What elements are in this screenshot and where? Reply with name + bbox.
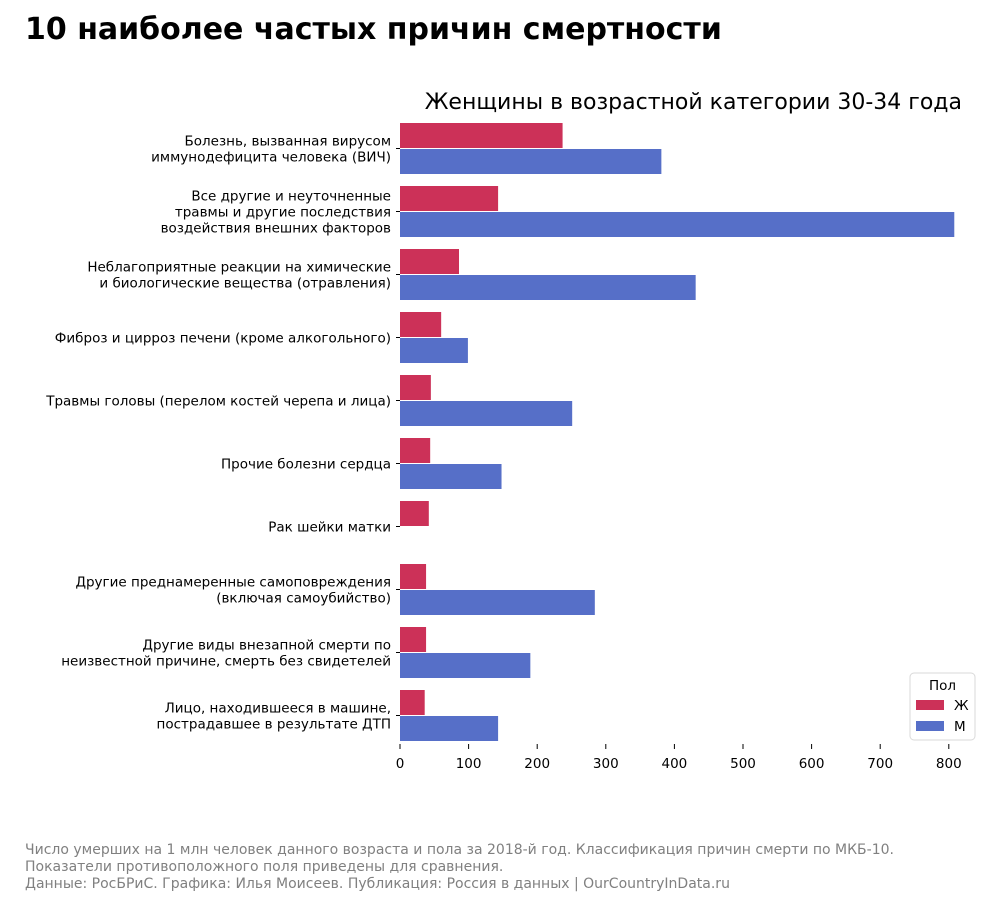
x-tick-label: 100 — [456, 756, 482, 772]
x-tick-label: 700 — [867, 756, 893, 772]
legend-swatch-male — [916, 721, 944, 731]
bar-male-9 — [400, 653, 531, 678]
bar-female-9 — [400, 627, 427, 652]
bar-female-6 — [400, 438, 431, 463]
bar-male-2 — [400, 212, 955, 237]
category-label: Рак шейки матки — [268, 520, 391, 536]
x-tick-label: 500 — [730, 756, 756, 772]
footnote-line-2: Показатели противоположного поля приведе… — [25, 859, 504, 875]
x-tick-label: 800 — [936, 756, 962, 772]
category-label-line: Неблагоприятные реакции на химические — [87, 260, 391, 276]
category-label-line: неизвестной причине, смерть без свидетел… — [61, 654, 391, 670]
bar-female-10 — [400, 690, 425, 715]
bar-male-8 — [400, 590, 595, 615]
bar-male-3 — [400, 275, 696, 300]
category-label-line: травмы и другие последствия — [175, 205, 391, 221]
bar-female-5 — [400, 375, 431, 400]
category-label: Прочие болезни сердца — [221, 457, 391, 473]
bar-female-3 — [400, 249, 459, 274]
category-label-line: воздействия внешних факторов — [161, 221, 391, 237]
legend-title: Пол — [929, 678, 956, 694]
legend-label-male: М — [954, 719, 966, 735]
bar-female-2 — [400, 186, 499, 211]
footnote-line-1: Число умерших на 1 млн человек данного в… — [25, 842, 894, 858]
bar-male-5 — [400, 401, 573, 426]
category-label-line: Фиброз и цирроз печени (кроме алкогольно… — [55, 331, 391, 347]
chart-title: Женщины в возрастной категории 30-34 год… — [425, 90, 962, 115]
footnote: Число умерших на 1 млн человек данного в… — [25, 842, 894, 893]
bar-male-4 — [400, 338, 468, 363]
category-label: Другие виды внезапной смерти по неизвестн… — [61, 638, 391, 670]
category-label-line: Травмы головы (перелом костей черепа и л… — [45, 394, 391, 410]
category-label: Болезнь, вызванная вирусом иммунодефицита… — [151, 134, 391, 166]
category-label-line: Другие виды внезапной смерти по — [142, 638, 391, 654]
x-tick-label: 600 — [799, 756, 825, 772]
x-tick-label: 0 — [396, 756, 405, 772]
x-tick-label: 300 — [593, 756, 619, 772]
x-tick-label: 200 — [524, 756, 550, 772]
category-label-line: пострадавшее в результате ДТП — [157, 717, 391, 733]
category-label-line: Прочие болезни сердца — [221, 457, 391, 473]
category-label: Лицо, находившееся в машине, пострадавшее… — [157, 701, 391, 733]
category-label-line: (включая самоубийство) — [216, 591, 391, 607]
bar-female-1 — [400, 123, 563, 148]
category-label-line: Болезнь, вызванная вирусом — [184, 134, 391, 150]
category-label: Неблагоприятные реакции на химические и б… — [87, 260, 391, 292]
page-title: 10 наиболее частых причин смертности — [25, 12, 722, 47]
category-label-line: иммунодефицита человека (ВИЧ) — [151, 150, 391, 166]
legend-swatch-female — [916, 700, 944, 710]
bar-female-4 — [400, 312, 442, 337]
bar-male-6 — [400, 464, 502, 489]
category-label-line: Рак шейки матки — [268, 520, 391, 536]
x-tick-label: 400 — [662, 756, 688, 772]
category-label: Травмы головы (перелом костей черепа и л… — [45, 394, 391, 410]
footnote-line-3: Данные: РосБРиС. Графика: Илья Моисеев. … — [25, 876, 730, 892]
category-label: Другие преднамеренные самоповреждения (вк… — [75, 575, 391, 607]
category-label-line: Лицо, находившееся в машине, — [165, 701, 391, 717]
legend-label-female: Ж — [954, 698, 969, 714]
bar-female-7 — [400, 501, 429, 526]
bar-male-1 — [400, 149, 662, 174]
category-label-line: Все другие и неуточненные — [191, 189, 391, 205]
category-label: Фиброз и цирроз печени (кроме алкогольно… — [55, 331, 391, 347]
bar-male-10 — [400, 716, 499, 741]
bar-female-8 — [400, 564, 427, 589]
category-label: Все другие и неуточненные травмы и другие… — [161, 189, 391, 237]
category-label-line: и биологические вещества (отравления) — [99, 276, 391, 292]
category-label-line: Другие преднамеренные самоповреждения — [75, 575, 391, 591]
